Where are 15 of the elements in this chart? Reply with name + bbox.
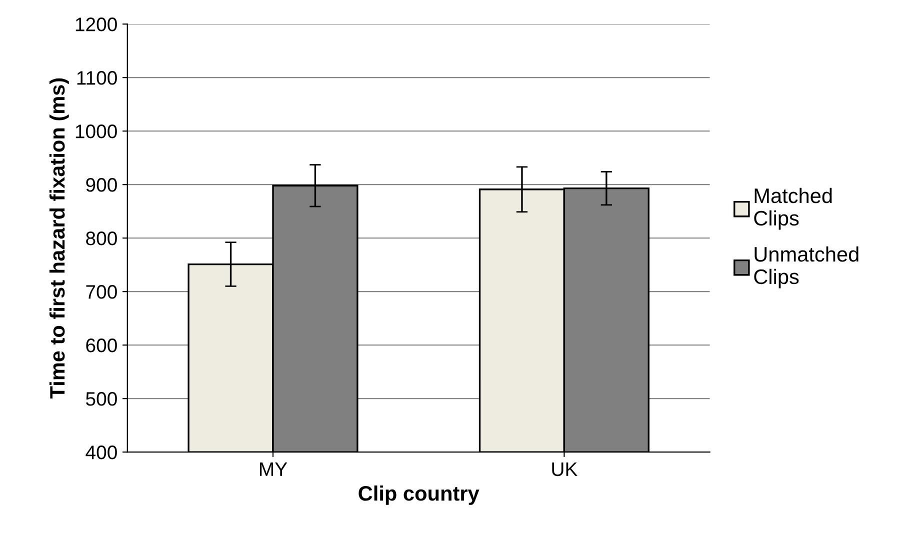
- y-tick-label: 1100: [77, 71, 117, 85]
- y-axis-title: Time to first hazard fixation (ms): [49, 78, 69, 399]
- legend-label: Unmatched Clips: [754, 246, 858, 288]
- x-tick-label: UK: [552, 462, 578, 476]
- x-axis-title: Clip country: [358, 485, 480, 505]
- y-tick-label: 1200: [76, 18, 117, 32]
- y-tick-label: 1000: [76, 124, 117, 138]
- legend-label: Matched Clips: [754, 188, 832, 230]
- y-tick-label: 800: [86, 232, 117, 246]
- y-tick-label: 900: [86, 178, 117, 192]
- y-tick-label: 400: [86, 446, 117, 460]
- y-tick-label: 600: [86, 338, 117, 352]
- y-tick-label: 500: [86, 392, 117, 406]
- y-tick-label: 700: [86, 285, 117, 299]
- x-tick-label: MY: [260, 462, 288, 476]
